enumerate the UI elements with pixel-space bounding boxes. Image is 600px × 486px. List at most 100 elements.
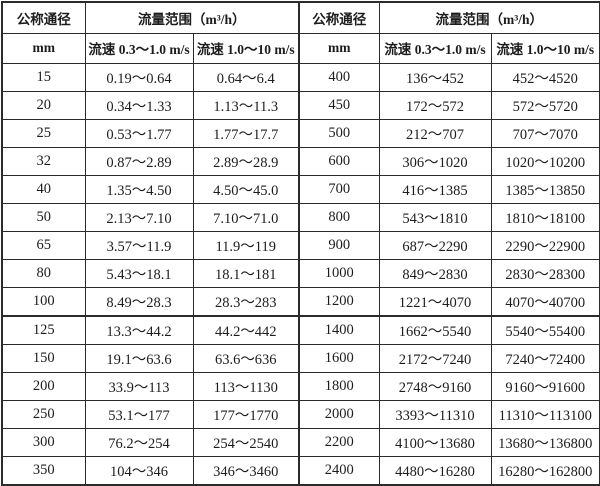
- flow-range-cell: 707～7070: [490, 118, 600, 148]
- table-row: 300 76.2～254 254～2540 2200 4100～13680 13680～1…: [1, 427, 600, 457]
- flow-range-cell: 33.9～113: [84, 371, 194, 401]
- diameter-cell: 1000: [298, 258, 380, 288]
- header-diameter-left: 公称通径: [1, 1, 86, 34]
- flow-range-cell: 1810～18100: [490, 202, 600, 232]
- flow-range-cell: 2830～28300: [490, 258, 600, 288]
- flow-range-cell: 18.1～181: [192, 258, 300, 288]
- header-velocity-low-left: 流速 0.3～1.0 m/s: [84, 32, 194, 64]
- flow-range-cell: 2290～22900: [490, 230, 600, 260]
- header-flowrange-right: 流量范围（m³/h）: [378, 1, 600, 34]
- flow-range-cell: 76.2～254: [84, 427, 194, 457]
- diameter-cell: 900: [298, 230, 380, 260]
- table-row: 40 1.35～4.50 4.50～45.0 700 416～1385 1385～1385…: [1, 174, 600, 204]
- flow-range-cell: 1662～5540: [378, 315, 492, 345]
- diameter-cell: 500: [298, 118, 380, 148]
- flow-range-cell: 3.57～11.9: [84, 230, 194, 260]
- diameter-cell: 300: [1, 427, 86, 457]
- flow-range-cell: 0.87～2.89: [84, 146, 194, 176]
- flow-range-cell: 9160～91600: [490, 371, 600, 401]
- diameter-cell: 450: [298, 90, 380, 120]
- flow-range-cell: 44.2～442: [192, 315, 300, 345]
- flow-range-cell: 4070～40700: [490, 286, 600, 317]
- flow-range-cell: 172～572: [378, 90, 492, 120]
- table-row: 250 53.1～177 177～1770 2000 3393～11310 11310～1…: [1, 399, 600, 429]
- flow-range-cell: 849～2830: [378, 258, 492, 288]
- flow-range-cell: 16280～162800: [490, 455, 600, 485]
- diameter-cell: 200: [1, 371, 86, 401]
- flow-range-cell: 0.53～1.77: [84, 118, 194, 148]
- diameter-cell: 40: [1, 174, 86, 204]
- flow-range-cell: 5540～55400: [490, 315, 600, 345]
- flow-range-cell: 28.3～283: [192, 286, 300, 317]
- table-row: 50 2.13～7.10 7.10～71.0 800 543～1810 1810～1810…: [1, 202, 600, 232]
- flow-range-cell: 1.35～4.50: [84, 174, 194, 204]
- flow-range-cell: 113～1130: [192, 371, 300, 401]
- header-unit-right: mm: [298, 32, 380, 64]
- header-unit-left: mm: [1, 32, 86, 64]
- flow-range-cell: 11.9～119: [192, 230, 300, 260]
- flow-range-cell: 11310～113100: [490, 399, 600, 429]
- flow-range-cell: 254～2540: [192, 427, 300, 457]
- flow-range-cell: 0.64～6.4: [192, 62, 300, 92]
- table-row: 350 104～346 346～3460 2400 4480～16280 16280～16…: [1, 455, 600, 485]
- flow-range-cell: 53.1～177: [84, 399, 194, 429]
- diameter-cell: 150: [1, 343, 86, 373]
- flow-range-cell: 1.13～11.3: [192, 90, 300, 120]
- diameter-cell: 2400: [298, 455, 380, 485]
- flow-range-cell: 7.10～71.0: [192, 202, 300, 232]
- diameter-cell: 1200: [298, 286, 380, 317]
- table-row: 25 0.53～1.77 1.77～17.7 500 212～707 707～7070: [1, 118, 600, 148]
- table-row: 200 33.9～113 113～1130 1800 2748～9160 9160～916…: [1, 371, 600, 401]
- flow-range-cell: 2.13～7.10: [84, 202, 194, 232]
- diameter-cell: 100: [1, 286, 86, 317]
- diameter-cell: 50: [1, 202, 86, 232]
- diameter-cell: 65: [1, 230, 86, 260]
- header-flowrange-left: 流量范围（m³/h）: [84, 1, 300, 34]
- flow-range-cell: 3393～11310: [378, 399, 492, 429]
- flow-range-cell: 8.49～28.3: [84, 286, 194, 317]
- flow-range-cell: 572～5720: [490, 90, 600, 120]
- table-row: 15 0.19～0.64 0.64～6.4 400 136～452 452～4520: [1, 62, 600, 92]
- flow-range-cell: 13680～136800: [490, 427, 600, 457]
- flow-range-cell: 2.89～28.9: [192, 146, 300, 176]
- flow-range-cell: 1385～13850: [490, 174, 600, 204]
- table-row: 125 13.3～44.2 44.2～442 1400 1662～5540 5540～55…: [1, 315, 600, 345]
- flow-range-cell: 5.43～18.1: [84, 258, 194, 288]
- diameter-cell: 32: [1, 146, 86, 176]
- diameter-cell: 80: [1, 258, 86, 288]
- flow-range-cell: 2172～7240: [378, 343, 492, 373]
- flow-range-cell: 306～1020: [378, 146, 492, 176]
- table-row: 65 3.57～11.9 11.9～119 900 687～2290 2290～22900: [1, 230, 600, 260]
- flow-range-cell: 543～1810: [378, 202, 492, 232]
- flow-range-cell: 2748～9160: [378, 371, 492, 401]
- flow-range-cell: 4100～13680: [378, 427, 492, 457]
- flow-range-cell: 4480～16280: [378, 455, 492, 485]
- flow-range-cell: 104～346: [84, 455, 194, 485]
- diameter-cell: 350: [1, 455, 86, 485]
- diameter-cell: 400: [298, 62, 380, 92]
- flow-range-cell: 452～4520: [490, 62, 600, 92]
- diameter-cell: 1400: [298, 315, 380, 345]
- header-velocity-high-left: 流速 1.0～10 m/s: [192, 32, 300, 64]
- table-row: 32 0.87～2.89 2.89～28.9 600 306～1020 1020～1020…: [1, 146, 600, 176]
- diameter-cell: 800: [298, 202, 380, 232]
- flow-range-cell: 212～707: [378, 118, 492, 148]
- diameter-cell: 600: [298, 146, 380, 176]
- diameter-cell: 2000: [298, 399, 380, 429]
- table-body: 15 0.19～0.64 0.64～6.4 400 136～452 452～4520 20 0…: [1, 62, 600, 485]
- flow-range-cell: 346～3460: [192, 455, 300, 485]
- flow-range-cell: 0.34～1.33: [84, 90, 194, 120]
- header-row-2: mm 流速 0.3～1.0 m/s 流速 1.0～10 m/s mm 流速 0.…: [1, 32, 600, 64]
- header-diameter-right: 公称通径: [298, 1, 380, 34]
- flow-range-cell: 687～2290: [378, 230, 492, 260]
- flow-range-cell: 63.6～636: [192, 343, 300, 373]
- header-row-1: 公称通径 流量范围（m³/h） 公称通径 流量范围（m³/h）: [1, 1, 600, 34]
- table-row: 20 0.34～1.33 1.13～11.3 450 172～572 572～5720: [1, 90, 600, 120]
- diameter-cell: 1600: [298, 343, 380, 373]
- diameter-cell: 2200: [298, 427, 380, 457]
- diameter-cell: 700: [298, 174, 380, 204]
- diameter-cell: 15: [1, 62, 86, 92]
- flow-range-cell: 13.3～44.2: [84, 315, 194, 345]
